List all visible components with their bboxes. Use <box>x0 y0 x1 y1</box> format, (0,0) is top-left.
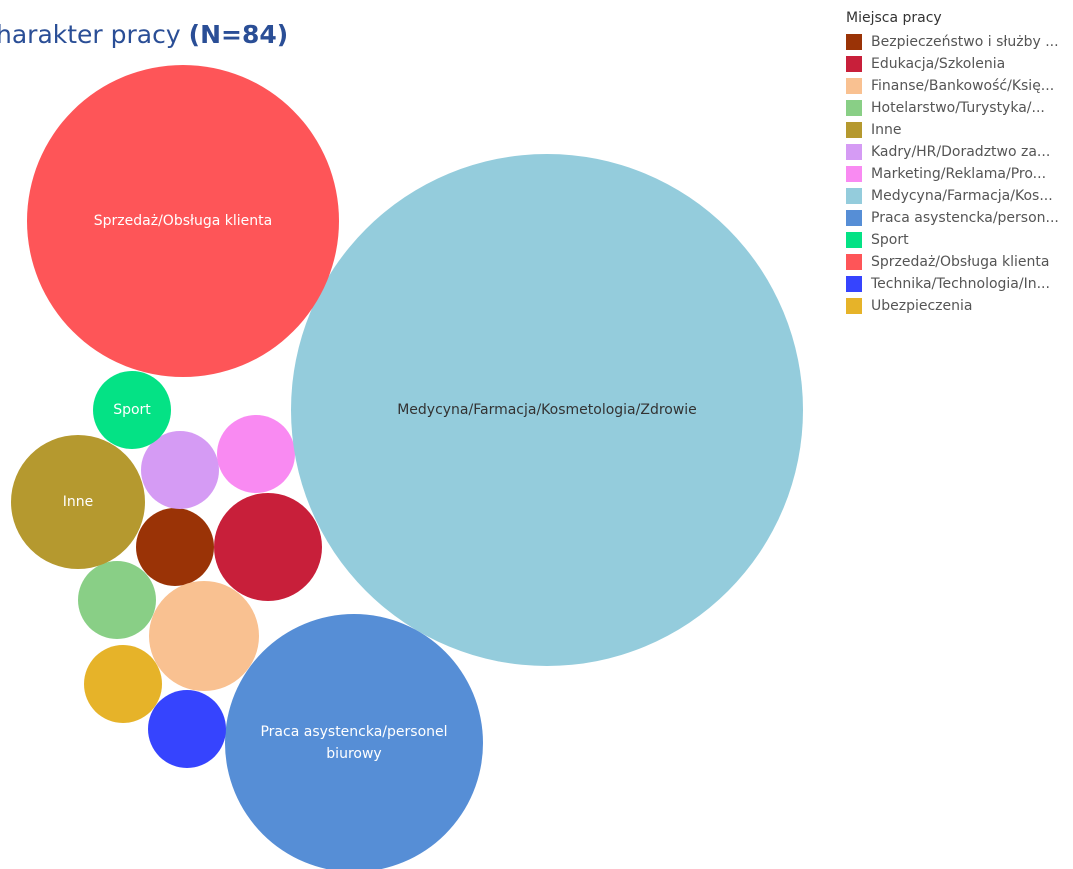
legend-items: Bezpieczeństwo i służby ... Edukacja/Szko… <box>846 31 1073 317</box>
legend-label: Finanse/Bankowość/Księ... <box>871 78 1055 94</box>
bubble-chart: Inne Medycyna/Farmacja/Kosmetologia/Zdrow… <box>11 65 803 869</box>
legend-title: Miejsca pracy <box>846 10 942 26</box>
legend-swatch <box>846 122 862 138</box>
bubble-finanse-bankowosc-ksiegowosc[interactable] <box>149 581 259 691</box>
bubble-hotelarstwo-turystyka-gastronomia[interactable] <box>78 561 156 639</box>
legend-swatch <box>846 100 862 116</box>
bubble-kadry-hr-doradztwo-zawodowe[interactable] <box>141 431 219 509</box>
legend-label: Sprzedaż/Obsługa klienta <box>871 254 1050 270</box>
legend-swatch <box>846 78 862 94</box>
legend-item-kadry-hr-doradztwo-zawodowe[interactable]: Kadry/HR/Doradztwo za... <box>846 141 1073 163</box>
legend-label: Hotelarstwo/Turystyka/... <box>871 100 1045 116</box>
legend-swatch <box>846 188 862 204</box>
legend-item-marketing-reklama-promocja[interactable]: Marketing/Reklama/Pro... <box>846 163 1073 185</box>
legend-item-inne[interactable]: Inne <box>846 119 1073 141</box>
chart-title: harakter pracy (N=84) <box>0 20 288 49</box>
legend-item-ubezpieczenia[interactable]: Ubezpieczenia <box>846 295 1073 317</box>
legend-item-technika-technologia-inzynieria[interactable]: Technika/Technologia/In... <box>846 273 1073 295</box>
legend-label: Ubezpieczenia <box>871 298 973 314</box>
bubble-medycyna-farmacja-kosmetologia-zdrowie[interactable] <box>291 154 803 666</box>
legend-label: Marketing/Reklama/Pro... <box>871 166 1047 182</box>
chart-subtitle: (N=84) <box>188 20 289 49</box>
legend-swatch <box>846 144 862 160</box>
legend-label: Praca asystencka/person... <box>871 210 1059 226</box>
bubble-edukacja-szkolenia[interactable] <box>214 493 322 601</box>
bubble-label-praca-asystencka-personel-biurowy: Praca asystencka/personel biurowy <box>260 724 447 762</box>
legend-item-edukacja-szkolenia[interactable]: Edukacja/Szkolenia <box>846 53 1073 75</box>
bubble-label-sprzedaz-obsluga-klienta: Sprzedaż/Obsługa klienta <box>94 213 272 229</box>
bubble-bezpieczenstwo-i-sluzby-mundurowe[interactable] <box>136 508 214 586</box>
legend-swatch <box>846 166 862 182</box>
legend-label: Edukacja/Szkolenia <box>871 56 1006 72</box>
bubble-label-sport: Sport <box>113 402 151 418</box>
chart-title-text: harakter pracy <box>0 20 181 49</box>
bubble-label-inne: Inne <box>63 494 94 510</box>
legend-item-sprzedaz-obsluga-klienta[interactable]: Sprzedaż/Obsługa klienta <box>846 251 1073 273</box>
legend-swatch <box>846 232 862 248</box>
legend-swatch <box>846 210 862 226</box>
bubble-sprzedaz-obsluga-klienta[interactable] <box>27 65 339 377</box>
legend-item-sport[interactable]: Sport <box>846 229 1073 251</box>
bubble-sport[interactable] <box>93 371 171 449</box>
legend-label: Technika/Technologia/In... <box>871 276 1050 292</box>
legend-label: Bezpieczeństwo i służby ... <box>871 34 1059 50</box>
legend-label: Kadry/HR/Doradztwo za... <box>871 144 1051 160</box>
bubble-marketing-reklama-promocja[interactable] <box>217 415 295 493</box>
bubble-label-medycyna-farmacja-kosmetologia-zdrowie: Medycyna/Farmacja/Kosmetologia/Zdrowie <box>397 402 697 418</box>
legend-swatch <box>846 276 862 292</box>
legend-item-praca-asystencka-personel-biurowy[interactable]: Praca asystencka/person... <box>846 207 1073 229</box>
legend-swatch <box>846 254 862 270</box>
legend-swatch <box>846 34 862 50</box>
legend: Miejsca pracy Bezpieczeństwo i służby ..… <box>846 10 1073 317</box>
legend-item-finanse-bankowosc-ksiegowosc[interactable]: Finanse/Bankowość/Księ... <box>846 75 1073 97</box>
bubble-praca-asystencka-personel-biurowy[interactable] <box>225 614 483 869</box>
legend-label: Sport <box>871 232 909 248</box>
legend-label: Inne <box>871 122 902 138</box>
bubble-technika-technologia-inzynieria[interactable] <box>148 690 226 768</box>
legend-item-hotelarstwo-turystyka-gastronomia[interactable]: Hotelarstwo/Turystyka/... <box>846 97 1073 119</box>
bubble-inne[interactable] <box>11 435 145 569</box>
legend-item-medycyna-farmacja-kosmetologia-zdrowie[interactable]: Medycyna/Farmacja/Kos... <box>846 185 1073 207</box>
legend-item-bezpieczenstwo-i-sluzby-mundurowe[interactable]: Bezpieczeństwo i służby ... <box>846 31 1073 53</box>
bubble-ubezpieczenia[interactable] <box>84 645 162 723</box>
legend-swatch <box>846 298 862 314</box>
legend-swatch <box>846 56 862 72</box>
legend-label: Medycyna/Farmacja/Kos... <box>871 188 1053 204</box>
